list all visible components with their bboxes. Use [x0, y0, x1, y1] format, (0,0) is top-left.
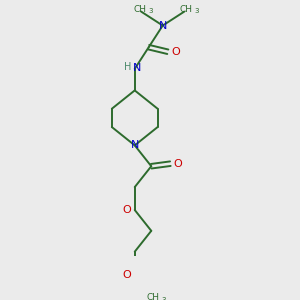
Text: N: N: [158, 21, 167, 31]
Text: O: O: [171, 47, 180, 57]
Text: O: O: [123, 270, 131, 280]
Text: CH: CH: [146, 293, 159, 300]
Text: 3: 3: [161, 296, 166, 300]
Text: CH: CH: [133, 5, 146, 14]
Text: N: N: [133, 62, 142, 73]
Text: 3: 3: [148, 8, 153, 14]
Text: CH: CH: [179, 5, 192, 14]
Text: O: O: [174, 159, 182, 169]
Text: 3: 3: [194, 8, 199, 14]
Text: H: H: [124, 62, 131, 72]
Text: O: O: [123, 205, 131, 215]
Text: N: N: [130, 140, 139, 150]
